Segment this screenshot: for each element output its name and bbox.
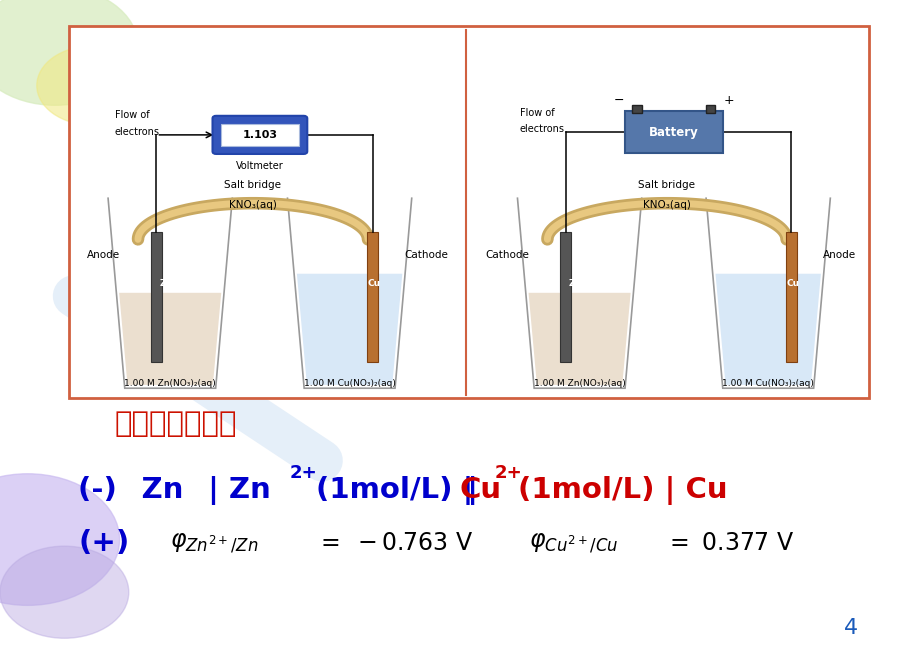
- Text: $\varphi_{Zn^{2+}/Zn}$: $\varphi_{Zn^{2+}/Zn}$: [170, 531, 258, 555]
- Text: Anode: Anode: [823, 249, 856, 260]
- Text: Zn: Zn: [568, 279, 581, 288]
- Text: (+): (+): [78, 529, 130, 557]
- Text: 4: 4: [843, 619, 857, 638]
- Polygon shape: [367, 232, 378, 362]
- FancyBboxPatch shape: [221, 124, 299, 146]
- Text: Salt bridge: Salt bridge: [224, 180, 281, 190]
- Text: +: +: [723, 93, 733, 107]
- Bar: [706, 105, 715, 113]
- Polygon shape: [151, 232, 162, 362]
- FancyBboxPatch shape: [624, 111, 721, 153]
- Text: Cathode: Cathode: [484, 249, 528, 260]
- FancyBboxPatch shape: [212, 116, 307, 154]
- Text: 1.00 M Cu(NO₃)₂(aq): 1.00 M Cu(NO₃)₂(aq): [303, 379, 395, 388]
- Text: $=\ 0.377\ \mathrm{V}$: $=\ 0.377\ \mathrm{V}$: [664, 531, 794, 555]
- Text: Flow of: Flow of: [115, 110, 150, 120]
- Text: 2+: 2+: [289, 464, 317, 482]
- Polygon shape: [297, 274, 402, 385]
- Text: KNO₃(aq): KNO₃(aq): [642, 200, 690, 210]
- Polygon shape: [119, 293, 221, 385]
- Text: 1.00 M Zn(NO₃)₂(aq): 1.00 M Zn(NO₃)₂(aq): [533, 379, 625, 388]
- Text: Cu: Cu: [368, 279, 380, 288]
- Text: Battery: Battery: [648, 126, 698, 139]
- Text: Anode: Anode: [86, 249, 119, 260]
- Text: electrons: electrons: [115, 126, 160, 137]
- Text: $=\ -0.763\ \mathrm{V}$: $=\ -0.763\ \mathrm{V}$: [315, 531, 472, 555]
- Circle shape: [37, 46, 147, 125]
- Text: Cu: Cu: [460, 476, 502, 504]
- Text: Salt bridge: Salt bridge: [638, 180, 695, 190]
- Polygon shape: [528, 293, 630, 385]
- Polygon shape: [560, 232, 571, 362]
- Circle shape: [0, 474, 119, 605]
- Circle shape: [0, 0, 138, 105]
- Text: (1mol/L) | Cu: (1mol/L) | Cu: [517, 476, 727, 505]
- FancyBboxPatch shape: [69, 26, 868, 398]
- Text: 1.00 M Cu(NO₃)₂(aq): 1.00 M Cu(NO₃)₂(aq): [721, 379, 813, 388]
- Text: Voltmeter: Voltmeter: [236, 161, 283, 171]
- Polygon shape: [785, 232, 796, 362]
- Text: 1.00 M Zn(NO₃)₂(aq): 1.00 M Zn(NO₃)₂(aq): [124, 379, 216, 388]
- Circle shape: [0, 546, 129, 638]
- Text: KNO₃(aq): KNO₃(aq): [229, 200, 277, 210]
- Text: Cu: Cu: [786, 279, 799, 288]
- Bar: [631, 105, 641, 113]
- Text: 原电池的表示：: 原电池的表示：: [115, 411, 237, 438]
- Text: (-)  Zn  | Zn: (-) Zn | Zn: [78, 476, 271, 505]
- Text: 1.103: 1.103: [242, 130, 278, 140]
- Text: (1mol/L) ‖: (1mol/L) ‖: [315, 476, 476, 505]
- Text: electrons: electrons: [519, 124, 564, 134]
- Text: −: −: [613, 93, 623, 107]
- Text: Zn: Zn: [159, 279, 172, 288]
- Polygon shape: [715, 274, 820, 385]
- Text: $\varphi_{Cu^{2+}/Cu}$: $\varphi_{Cu^{2+}/Cu}$: [528, 531, 618, 555]
- Text: 2+: 2+: [494, 464, 522, 482]
- Text: Flow of: Flow of: [519, 107, 554, 118]
- Text: Cathode: Cathode: [404, 249, 448, 260]
